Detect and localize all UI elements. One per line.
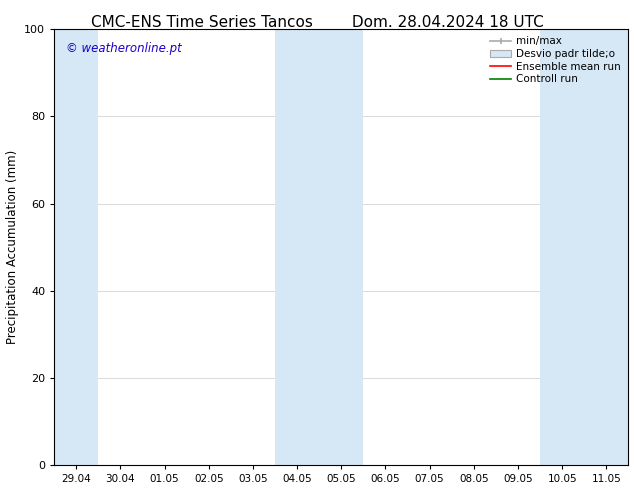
- Bar: [54, 29, 98, 465]
- Text: CMC-ENS Time Series Tancos        Dom. 28.04.2024 18 UTC: CMC-ENS Time Series Tancos Dom. 28.04.20…: [91, 15, 543, 30]
- Legend: min/max, Desvio padr tilde;o, Ensemble mean run, Controll run: min/max, Desvio padr tilde;o, Ensemble m…: [488, 34, 623, 86]
- Text: © weatheronline.pt: © weatheronline.pt: [66, 42, 181, 55]
- Bar: [275, 29, 363, 465]
- Bar: [540, 29, 628, 465]
- Y-axis label: Precipitation Accumulation (mm): Precipitation Accumulation (mm): [6, 150, 18, 344]
